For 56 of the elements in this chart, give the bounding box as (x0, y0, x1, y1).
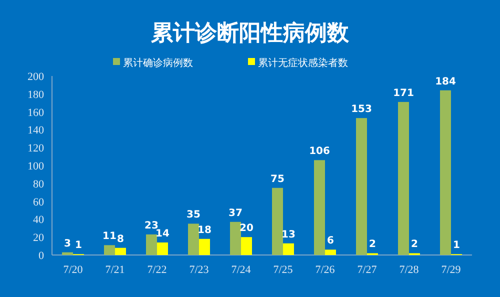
data-label: 75 (270, 174, 284, 185)
bar (146, 234, 157, 255)
bar (188, 224, 199, 255)
x-tick-label: 7/28 (399, 264, 420, 276)
bar (157, 242, 168, 255)
x-tick-label: 7/20 (63, 264, 84, 276)
data-label: 184 (435, 76, 456, 88)
data-label: 1 (453, 240, 460, 252)
data-label: 153 (351, 104, 372, 116)
bar (115, 248, 126, 255)
data-label: 2 (369, 239, 376, 250)
data-label: 37 (228, 208, 242, 219)
bar (104, 245, 115, 255)
x-tick-label: 7/23 (189, 264, 210, 276)
chart-title: 累计诊断阳性病例数 (150, 21, 350, 46)
x-tick-label: 7/29 (441, 264, 462, 276)
x-tick-label: 7/26 (315, 264, 336, 276)
bar (62, 252, 73, 255)
y-tick-label: 100 (28, 160, 44, 172)
y-tick-label: 40 (33, 214, 44, 226)
legend-label: 累计确诊病例数 (123, 57, 193, 69)
data-label: 2 (411, 239, 418, 250)
bar (325, 250, 336, 255)
data-label: 171 (393, 88, 414, 99)
x-tick-label: 7/22 (147, 264, 167, 276)
x-tick-label: 7/21 (105, 264, 125, 276)
data-label: 106 (309, 146, 330, 158)
data-label: 11 (102, 231, 116, 242)
y-tick-label: 120 (28, 142, 44, 155)
y-tick-label: 60 (33, 196, 44, 208)
bar (241, 237, 252, 255)
y-tick-label: 20 (33, 232, 44, 244)
y-tick-label: 180 (28, 88, 44, 101)
x-tick-label: 7/24 (231, 264, 252, 276)
bar (230, 222, 241, 255)
x-tick-label: 7/25 (273, 264, 294, 276)
data-label: 14 (156, 228, 170, 240)
y-tick-label: 140 (28, 124, 44, 137)
data-label: 8 (117, 234, 124, 245)
data-label: 1 (75, 240, 82, 252)
bar (314, 160, 325, 255)
bar (398, 102, 409, 255)
data-label: 3 (64, 238, 72, 250)
bar (440, 90, 451, 255)
legend-label: 累计无症状感染者数 (258, 57, 348, 69)
y-tick-label: 160 (28, 106, 44, 119)
data-label: 35 (186, 210, 200, 221)
bar (283, 243, 294, 255)
y-tick-label: 80 (33, 178, 44, 190)
data-label: 6 (327, 236, 334, 247)
y-tick-label: 200 (28, 71, 44, 83)
x-tick-label: 7/27 (357, 264, 378, 276)
y-tick-label: 0 (38, 250, 44, 262)
bar (272, 188, 283, 255)
bar (356, 118, 367, 255)
bar (199, 238, 210, 255)
